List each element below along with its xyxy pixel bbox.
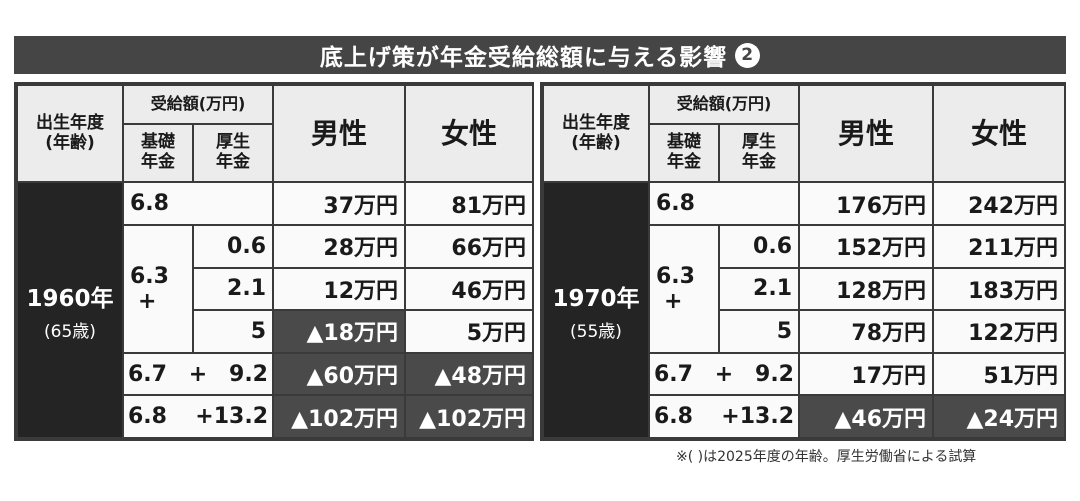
female-amount: 242万円 <box>932 181 1067 226</box>
benefit-combination: 6.7 +9.2 <box>121 351 275 397</box>
male-amount-negative: ▲46万円 <box>798 394 935 439</box>
header-female: 女性 <box>932 83 1067 184</box>
female-amount-negative: ▲102万円 <box>404 394 535 439</box>
female-amount: 46万円 <box>404 266 535 312</box>
female-amount: 183万円 <box>932 266 1067 312</box>
header-basic-pension: 基礎年金 <box>648 122 720 184</box>
male-amount-negative: ▲18万円 <box>272 309 407 354</box>
benefit-cell: 6.8 <box>121 181 275 226</box>
benefit-combination: 6.7 +9.2 <box>647 351 801 397</box>
male-amount: 28万円 <box>272 223 407 269</box>
basic-pension-cell: 6.3 + <box>648 223 720 354</box>
footnote: ※( )は2025年度の年齢。厚生労働省による試算 <box>676 449 977 465</box>
header-benefit: 受給額(万円) <box>121 84 275 125</box>
male-amount: 37万円 <box>272 181 407 226</box>
employee-pension-cell: 0.6 <box>717 223 801 269</box>
female-amount: 81万円 <box>404 181 535 226</box>
birth-year-cell: 1970年 (55歳) <box>542 181 650 439</box>
female-amount: 66万円 <box>404 223 535 269</box>
female-amount: 5万円 <box>404 309 535 354</box>
employee-pension-cell: 2.1 <box>191 266 275 312</box>
male-amount-negative: ▲102万円 <box>272 394 407 439</box>
header-male: 男性 <box>272 83 407 184</box>
header-employee-pension: 厚生年金 <box>717 122 801 184</box>
female-amount-negative: ▲48万円 <box>404 351 535 397</box>
benefit-cell: 6.8 <box>647 181 801 226</box>
male-amount: 17万円 <box>798 351 935 397</box>
benefit-combination: 6.8 +13.2 <box>647 394 801 439</box>
header-male: 男性 <box>798 83 935 184</box>
header-basic-pension: 基礎年金 <box>122 122 194 184</box>
birth-year-cell: 1960年 (65歳) <box>16 181 124 439</box>
basic-pension-cell: 6.3 + <box>122 223 194 354</box>
header-birth-year: 出生年度 (年齢) <box>16 83 124 184</box>
chart-title-bar: 底上げ策が年金受給総額に与える影響 2 <box>14 36 1066 74</box>
header-benefit: 受給額(万円) <box>647 84 801 125</box>
male-amount-negative: ▲60万円 <box>272 351 407 397</box>
female-amount: 51万円 <box>932 351 1067 397</box>
table-1970: 出生年度 (年齢) 受給額(万円) 男性 女性 基礎年金 厚生年金 1970年 (5… <box>540 82 1067 441</box>
female-amount-negative: ▲24万円 <box>932 394 1067 439</box>
male-amount: 128万円 <box>798 266 935 312</box>
male-amount: 78万円 <box>798 309 935 354</box>
female-amount: 122万円 <box>932 309 1067 354</box>
table-1960: 出生年度 (年齢) 受給額(万円) 男性 女性 基礎年金 厚生年金 1960年 (6… <box>14 82 535 441</box>
chart-title: 底上げ策が年金受給総額に与える影響 <box>319 45 728 71</box>
employee-pension-cell: 5 <box>191 309 275 354</box>
benefit-combination: 6.8 +13.2 <box>121 394 275 439</box>
title-number-badge: 2 <box>735 42 761 68</box>
header-birth-year: 出生年度 (年齢) <box>542 83 650 184</box>
male-amount: 176万円 <box>798 181 935 226</box>
header-employee-pension: 厚生年金 <box>191 122 275 184</box>
female-amount: 211万円 <box>932 223 1067 269</box>
male-amount: 12万円 <box>272 266 407 312</box>
header-female: 女性 <box>404 83 535 184</box>
employee-pension-cell: 2.1 <box>717 266 801 312</box>
employee-pension-cell: 5 <box>717 309 801 354</box>
employee-pension-cell: 0.6 <box>191 223 275 269</box>
male-amount: 152万円 <box>798 223 935 269</box>
